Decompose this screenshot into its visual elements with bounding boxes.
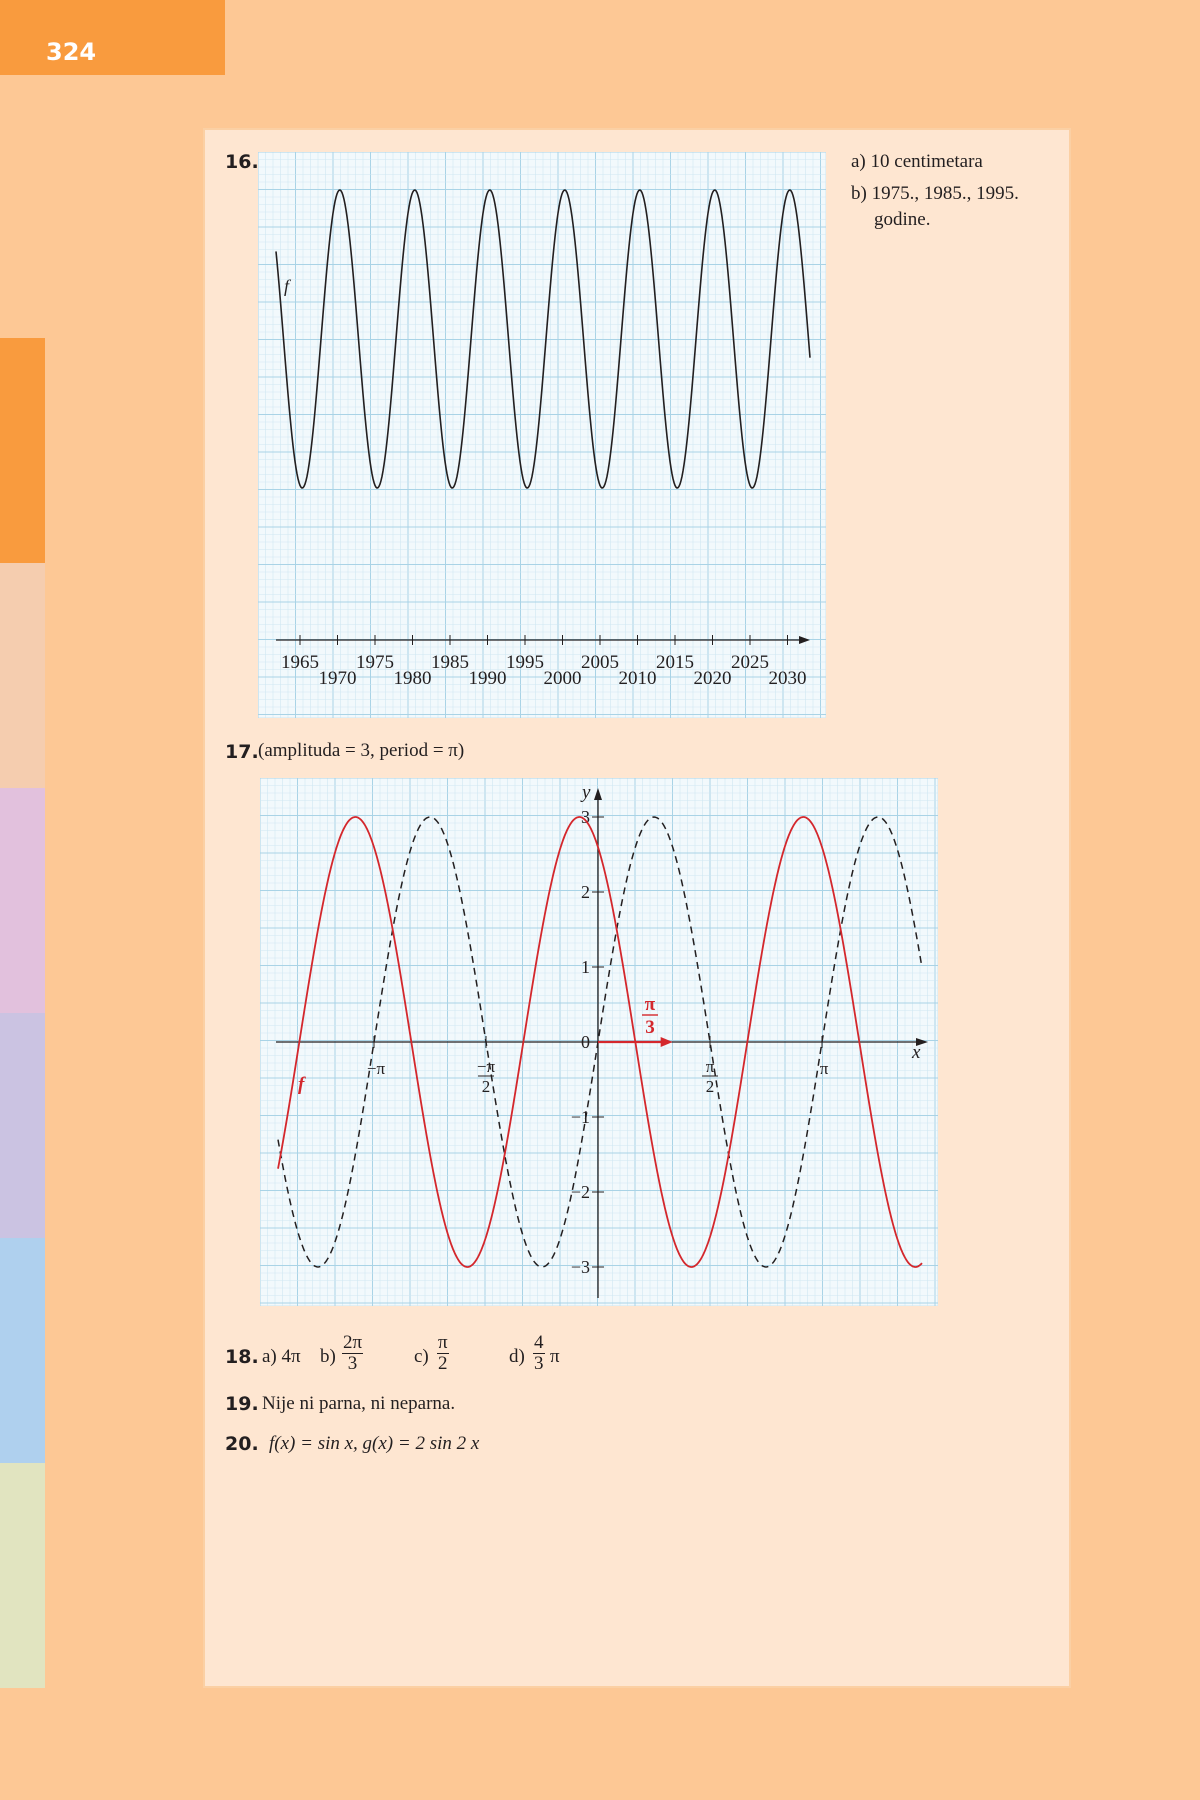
task-16-number: 16.: [225, 151, 259, 173]
page-number-badge: 324: [0, 0, 225, 75]
x-tick-label: 2010: [619, 668, 657, 689]
task-18-d-numerator: 4: [533, 1332, 545, 1354]
task-18-c-fraction: π 2: [437, 1333, 449, 1374]
x-tick-label: 2030: [769, 668, 807, 689]
task-18-b-fraction: 2π 3: [342, 1332, 364, 1374]
x-tick-label: −π: [367, 1059, 386, 1078]
graph-background: [258, 152, 826, 718]
series-f-label: f: [298, 1074, 306, 1095]
task-19-text: Nije ni parna, ni neparna.: [262, 1393, 456, 1414]
task-16-answer-a: a) 10 centimetara: [851, 151, 983, 172]
task-16-answer-b-cont: godine.: [874, 209, 931, 230]
series-f-label: f: [284, 276, 292, 296]
task-17-text: (amplituda = 3, period = π): [258, 740, 465, 761]
series-dashed-curve: [277, 816, 923, 1268]
task-19-number: 19.: [225, 1393, 259, 1415]
x-tick-label: 1980: [394, 668, 432, 689]
task-18-d-tail: π: [550, 1346, 560, 1367]
x-axis-arrow: [799, 636, 810, 644]
task-18-b-numerator: 2π: [342, 1332, 364, 1354]
side-tab-3: [0, 788, 45, 1013]
shift-arrow-head: [660, 1037, 673, 1047]
task-18-c-denominator: 2: [438, 1353, 448, 1374]
side-tab-1: [0, 338, 45, 563]
x-tick-label: 1985: [431, 652, 469, 673]
task-20-text: f(x) = sin x, g(x) = 2 sin 2 x: [269, 1433, 480, 1454]
x-tick-label: 1990: [469, 668, 507, 689]
x-tick-label: 2015: [656, 652, 694, 673]
task-18-d-denominator: 3: [534, 1353, 544, 1374]
task-18-number: 18.: [225, 1346, 259, 1368]
series-f-curve: [277, 816, 923, 1268]
x-axis-arrow: [916, 1038, 928, 1046]
task-16-graph: 1965 1975 1985 1995 2005 2015 2025 1970 1980 1990…: [258, 152, 826, 718]
shift-label-denominator: 3: [645, 1017, 655, 1038]
x-tick-label: 1970: [319, 668, 357, 689]
x-tick-label: 1975: [356, 652, 394, 673]
task-20-number: 20.: [225, 1433, 259, 1455]
task-18-b-denominator: 3: [347, 1353, 358, 1374]
shift-label-numerator: π: [645, 994, 656, 1015]
page-number: 324: [46, 38, 97, 66]
task-18-c-label: c): [414, 1346, 429, 1367]
y-tick-label: −3: [571, 1257, 590, 1277]
x-tick-label-denominator: 2: [706, 1077, 715, 1096]
y-tick-label: 2: [581, 882, 590, 902]
task-18-d-fraction: 4 3: [533, 1333, 545, 1374]
y-tick-label: 3: [581, 807, 590, 827]
task-18-d-label: d): [509, 1346, 525, 1367]
task-17-number: 17.: [225, 741, 259, 763]
y-axis-label: y: [580, 782, 591, 803]
y-tick-label: 0: [581, 1032, 590, 1052]
x-tick-label-denominator: 2: [482, 1077, 491, 1096]
y-axis-arrow: [594, 788, 602, 800]
x-axis-label: x: [911, 1042, 921, 1063]
side-tab-6: [0, 1463, 45, 1688]
x-tick-label: 2020: [694, 668, 732, 689]
x-tick-label: 2000: [544, 668, 582, 689]
task-18-a: a) 4π: [262, 1346, 301, 1367]
x-tick-label: π: [820, 1059, 829, 1078]
y-tick-label: −2: [571, 1182, 590, 1202]
x-tick-label: 2025: [731, 652, 769, 673]
x-tick-label: 2005: [581, 652, 619, 673]
grid: [258, 152, 826, 718]
task-18-b-label: b): [320, 1346, 336, 1367]
x-tick-label-numerator: π: [706, 1057, 715, 1076]
task-18-c-numerator: π: [437, 1332, 449, 1354]
y-tick-label: −1: [571, 1107, 590, 1127]
side-tab-5: [0, 1238, 45, 1463]
x-tick-label: 1965: [281, 652, 319, 673]
series-f-curve: [275, 189, 811, 489]
task-16-answer-b: b) 1975., 1985., 1995.: [851, 183, 1019, 204]
side-tab-4: [0, 1013, 45, 1238]
x-tick-label: 1995: [506, 652, 544, 673]
y-tick-label: 1: [581, 957, 590, 977]
x-tick-label-numerator: −π: [477, 1057, 496, 1076]
side-tab-2: [0, 563, 45, 788]
